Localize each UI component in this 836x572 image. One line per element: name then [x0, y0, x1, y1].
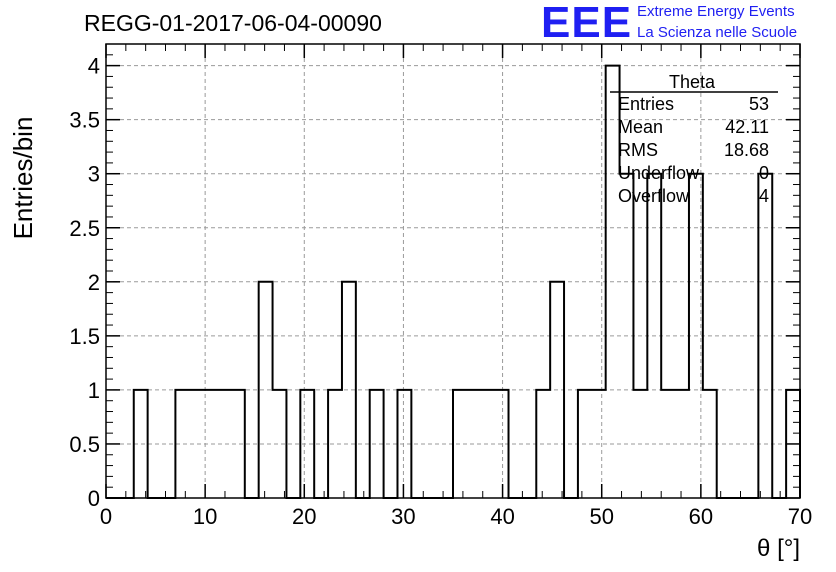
- y-tick-label: 2.5: [69, 216, 100, 241]
- y-tick-label: 4: [88, 54, 100, 79]
- y-tick-label: 0.5: [69, 432, 100, 457]
- x-tick-label: 30: [391, 504, 415, 529]
- x-axis-label: θ [°]: [757, 535, 800, 562]
- y-tick-labels: 0 0.5 1 1.5 2 2.5 3 3.5 4: [69, 54, 100, 511]
- stats-rows: Entries 53 Mean 42.11 RMS 18.68 Underflow 0 Over…: [618, 94, 769, 206]
- y-tick-label: 3.5: [69, 108, 100, 133]
- logo-caption-1: Extreme Energy Events: [637, 3, 795, 20]
- stats-value: 53: [749, 94, 769, 114]
- stats-label: Overflow: [618, 186, 690, 206]
- run-title: REGG-01-2017-06-04-00090: [84, 10, 382, 36]
- stats-value: 18.68: [724, 140, 769, 160]
- y-tick-label: 1: [88, 378, 100, 403]
- stats-title: Theta: [669, 72, 716, 92]
- x-tick-label: 60: [689, 504, 713, 529]
- axis-ticks: [105, 44, 801, 499]
- stats-value: 42.11: [725, 117, 769, 137]
- x-tick-label: 20: [292, 504, 316, 529]
- stats-value: 4: [759, 186, 769, 206]
- x-tick-label: 0: [100, 504, 112, 529]
- y-axis-label: Entries/bin: [8, 117, 38, 240]
- y-tick-label: 0: [88, 486, 100, 511]
- y-tick-label: 2: [88, 270, 100, 295]
- stats-box: Theta Entries 53 Mean 42.11 RMS 18.68 Underflo…: [610, 72, 778, 206]
- x-tick-labels: 0 10 20 30 40 50 60 70: [100, 504, 812, 529]
- x-tick-label: 10: [193, 504, 217, 529]
- x-tick-label: 50: [589, 504, 613, 529]
- y-tick-label: 1.5: [69, 324, 100, 349]
- stats-value: 0: [759, 163, 769, 183]
- y-tick-label: 3: [88, 162, 100, 187]
- stats-label: Mean: [618, 117, 663, 137]
- x-tick-label: 40: [490, 504, 514, 529]
- stats-label: RMS: [618, 140, 658, 160]
- x-tick-label: 70: [788, 504, 812, 529]
- stats-label: Entries: [618, 94, 674, 114]
- eee-logo: EEE: [541, 0, 633, 47]
- stats-label: Underflow: [618, 163, 700, 183]
- logo-caption-2: La Scienza nelle Scuole: [637, 24, 798, 41]
